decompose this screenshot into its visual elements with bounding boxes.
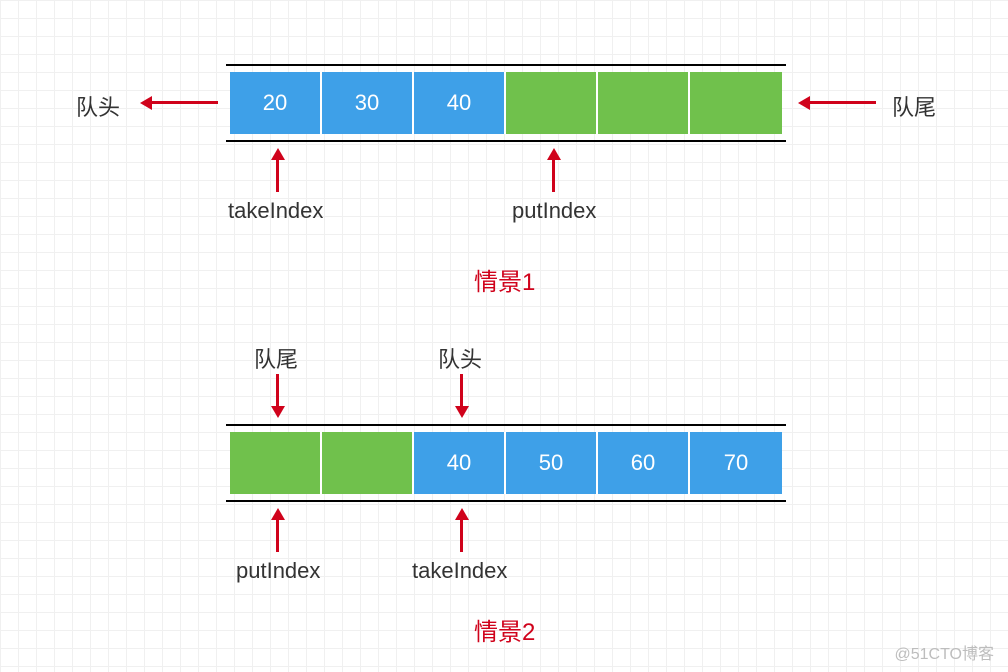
tail-arrow-icon xyxy=(808,101,876,104)
s1-head-label: 队头 xyxy=(76,90,120,122)
s2-bottom-line xyxy=(226,500,786,502)
s1-title: 情景1 xyxy=(474,262,535,297)
array-cell: 40 xyxy=(414,432,506,494)
s2-tail-label: 队尾 xyxy=(254,342,298,374)
s1-tail-label: 队尾 xyxy=(892,90,936,122)
head-arrow-down-icon xyxy=(460,374,463,408)
s1-cells: 203040 xyxy=(230,72,782,134)
s1-bottom-line xyxy=(226,140,786,142)
take-index-arrow-icon xyxy=(276,158,279,192)
s2-take-label: takeIndex xyxy=(412,558,507,584)
array-cell xyxy=(230,432,322,494)
s2-title: 情景2 xyxy=(474,612,535,647)
s2-cells: 40506070 xyxy=(230,432,782,494)
s2-put-label: putIndex xyxy=(236,558,320,584)
array-cell: 60 xyxy=(598,432,690,494)
put-index-arrow-icon xyxy=(552,158,555,192)
tail-arrow-down-icon xyxy=(276,374,279,408)
array-cell xyxy=(506,72,598,134)
array-cell xyxy=(598,72,690,134)
take-index-arrow-icon xyxy=(460,518,463,552)
watermark: @51CTO博客 xyxy=(894,640,994,664)
array-cell xyxy=(322,432,414,494)
s1-put-label: putIndex xyxy=(512,198,596,224)
head-arrow-icon xyxy=(150,101,218,104)
s1-take-label: takeIndex xyxy=(228,198,323,224)
array-cell: 40 xyxy=(414,72,506,134)
diagram-container: 203040 队头 队尾 takeIndex putIndex 情景1 队尾 队… xyxy=(0,0,1008,672)
array-cell: 20 xyxy=(230,72,322,134)
s2-top-line xyxy=(226,424,786,426)
put-index-arrow-icon xyxy=(276,518,279,552)
array-cell: 70 xyxy=(690,432,782,494)
s2-head-label: 队头 xyxy=(438,342,482,374)
array-cell xyxy=(690,72,782,134)
array-cell: 50 xyxy=(506,432,598,494)
array-cell: 30 xyxy=(322,72,414,134)
s1-top-line xyxy=(226,64,786,66)
